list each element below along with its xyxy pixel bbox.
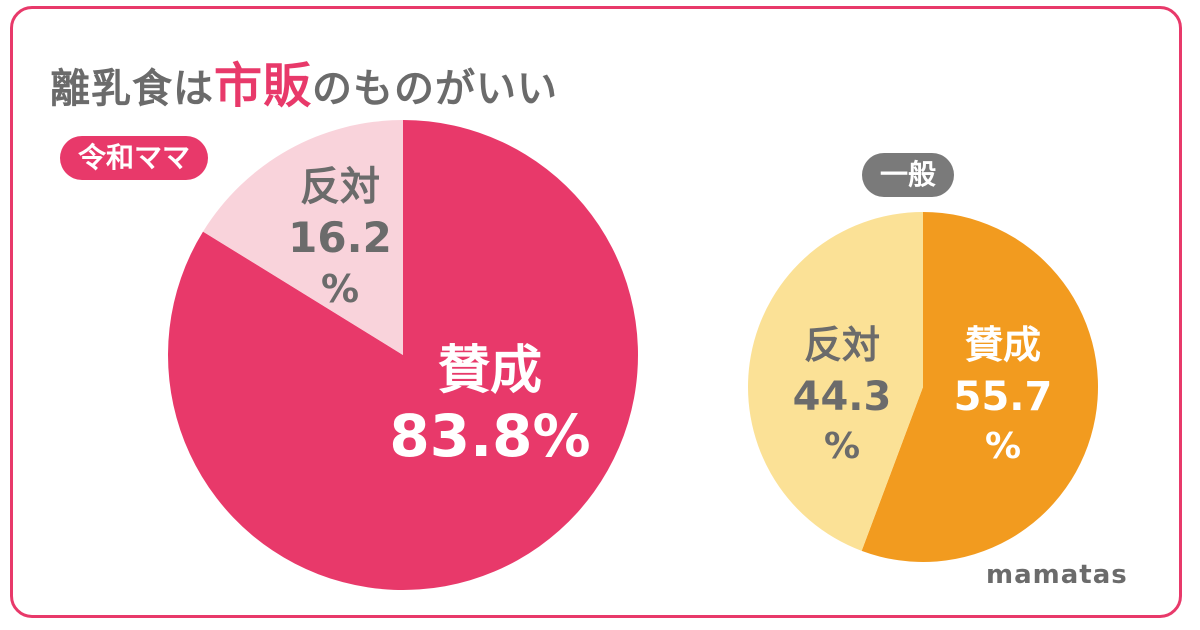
group-badge-general: 一般 xyxy=(862,153,955,197)
pie-slice-disagree xyxy=(747,212,923,551)
group-badge-reiwa-mama: 令和ママ xyxy=(60,136,209,180)
slice-value-disagree: 16.2 xyxy=(288,213,392,262)
slice-value-agree: 83.8% xyxy=(389,402,590,470)
slice-unit-disagree: % xyxy=(824,426,860,467)
slice-unit-agree: % xyxy=(985,426,1021,467)
slice-unit-disagree: % xyxy=(321,267,359,311)
pie-slice-disagree xyxy=(203,120,403,355)
slice-label-disagree: 反対 xyxy=(804,323,880,367)
page-title: 離乳食は市販のものがいい xyxy=(50,46,558,116)
slice-value-agree: 55.7 xyxy=(954,374,1053,420)
slice-label-disagree: 反対 xyxy=(300,164,380,210)
title-part2: のものがいい xyxy=(312,66,559,112)
title-accent: 市販 xyxy=(214,58,313,114)
title-part1: 離乳食は xyxy=(50,66,214,112)
brand-logo: mamatas xyxy=(986,560,1128,590)
slice-value-disagree: 44.3 xyxy=(793,374,892,420)
pie-slice-agree xyxy=(861,212,1098,562)
slice-label-agree: 賛成 xyxy=(965,323,1041,367)
slice-label-agree: 賛成 xyxy=(438,341,542,401)
pie-chart-general: 賛成 55.7% 反対 44.3% xyxy=(747,212,1098,562)
